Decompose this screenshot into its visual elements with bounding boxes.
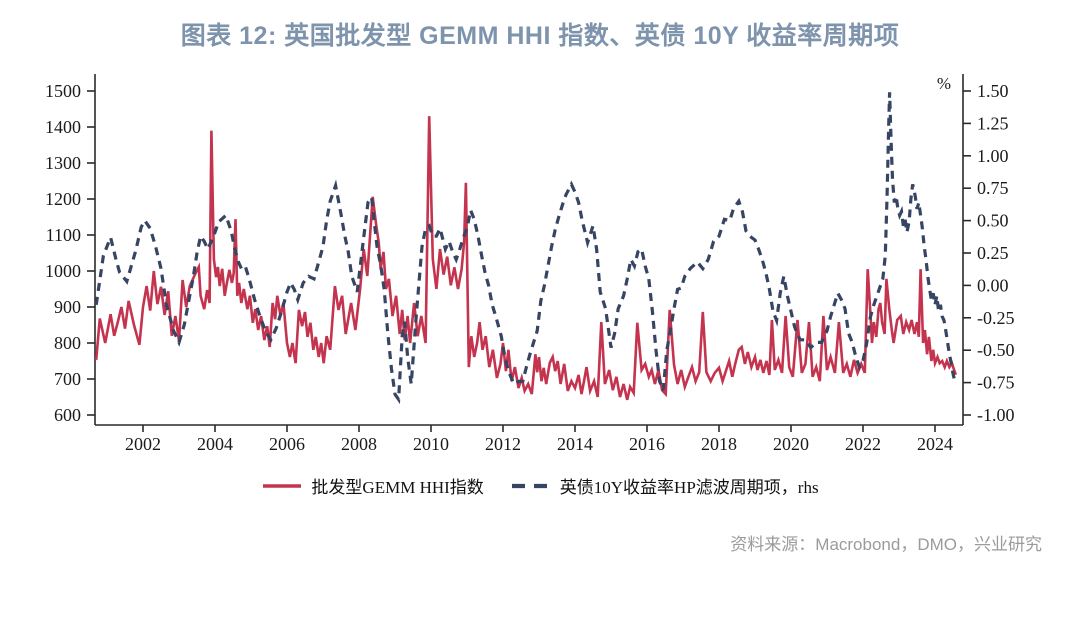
x-axis-tick-label: 2006 — [269, 434, 305, 454]
left-axis-tick-label: 1300 — [45, 153, 81, 173]
left-axis-tick-label: 900 — [54, 297, 81, 317]
right-axis-unit-label: % — [937, 74, 951, 93]
left-axis-tick-label: 1000 — [45, 261, 81, 281]
right-axis-tick-label: 1.50 — [977, 81, 1009, 101]
x-axis-tick-label: 2012 — [485, 434, 521, 454]
right-axis-tick-label: 0.25 — [977, 243, 1009, 263]
legend-item-hhi: 批发型GEMM HHI指数 — [261, 473, 484, 498]
source-note: 资料来源：Macrobond，DMO，兴业研究 — [730, 535, 1042, 554]
chart-title: 图表 12: 英国批发型 GEMM HHI 指数、英债 10Y 收益率周期项 — [180, 22, 900, 50]
left-axis-tick-label: 1100 — [46, 225, 81, 245]
x-axis-tick-label: 2008 — [341, 434, 377, 454]
right-axis-tick-label: -1.00 — [977, 405, 1015, 425]
left-axis-tick-label: 800 — [54, 333, 81, 353]
right-axis-tick-label: 0.75 — [977, 178, 1009, 198]
chart-legend: 批发型GEMM HHI指数 英债10Y收益率HP滤波周期项，rhs — [0, 473, 1080, 498]
x-axis-tick-label: 2018 — [701, 434, 737, 454]
left-axis-tick-label: 700 — [54, 369, 81, 389]
x-axis-tick-label: 2004 — [197, 434, 233, 454]
right-axis-tick-label: 0.00 — [977, 275, 1009, 295]
hhi-index-line — [94, 116, 958, 401]
right-axis-tick-label: 1.25 — [977, 113, 1009, 133]
x-axis-tick-label: 2020 — [773, 434, 809, 454]
x-axis-tick-label: 2016 — [629, 434, 665, 454]
chart-area: 600 700 800 900 1000 1100 1200 1300 1400 1500 -1.0… — [0, 58, 1080, 471]
legend-label-yield-cycle: 英债10Y收益率HP滤波周期项，rhs — [559, 478, 819, 497]
yield-cycle-line — [94, 92, 957, 405]
right-axis-tick-label: -0.50 — [977, 340, 1015, 360]
right-axis-tick-label: -0.75 — [977, 373, 1015, 393]
x-axis-tick-label: 2014 — [557, 434, 593, 454]
x-axis-tick-label: 2002 — [125, 434, 161, 454]
legend-label-hhi: 批发型GEMM HHI指数 — [311, 478, 484, 497]
x-axis-tick-label: 2010 — [413, 434, 449, 454]
right-axis-tick-label: 1.00 — [977, 146, 1009, 166]
left-axis-tick-label: 1200 — [45, 189, 81, 209]
left-axis-tick-label: 1500 — [45, 81, 81, 101]
left-axis-tick-label: 1400 — [45, 117, 81, 137]
x-axis-tick-label: 2022 — [845, 434, 881, 454]
x-axis-tick-label: 2024 — [917, 434, 953, 454]
right-axis-tick-label: -0.25 — [977, 308, 1015, 328]
legend-marker-dashed — [511, 483, 552, 488]
legend-marker-solid — [263, 483, 302, 488]
chart-canvas: 600 700 800 900 1000 1100 1200 1300 1400 1500 -1.0… — [45, 74, 1015, 454]
right-axis-tick-label: 0.50 — [977, 211, 1009, 231]
left-axis-tick-label: 600 — [54, 405, 81, 425]
legend-item-yield-cycle: 英债10Y收益率HP滤波周期项，rhs — [510, 473, 819, 498]
